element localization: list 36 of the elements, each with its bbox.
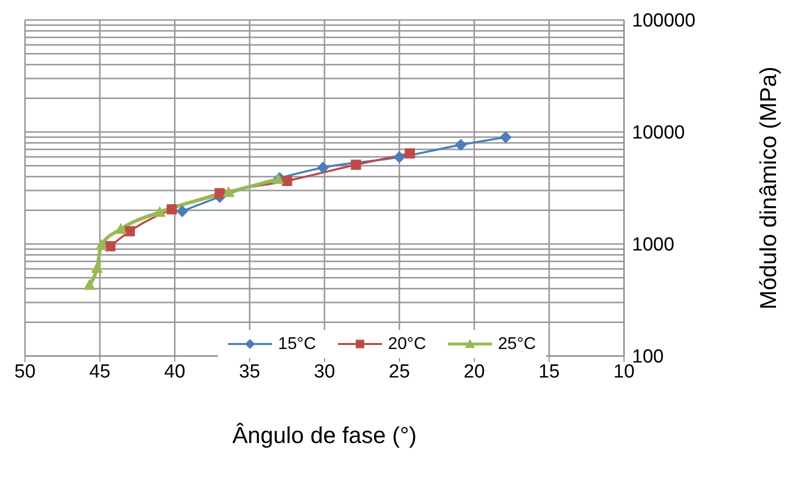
point	[114, 223, 127, 234]
point	[95, 238, 108, 250]
point	[454, 138, 467, 151]
x-tick-label: 25	[388, 361, 410, 382]
point	[222, 186, 235, 198]
x-tick-label: 35	[239, 361, 260, 382]
point	[154, 206, 166, 217]
legend-label: 25°C	[496, 334, 536, 354]
x-tick-label: 10	[613, 361, 635, 382]
x-tick-label: 50	[14, 361, 36, 382]
point	[166, 204, 177, 214]
point	[282, 176, 292, 186]
point	[404, 148, 415, 159]
point	[90, 262, 103, 273]
point	[176, 205, 188, 218]
point	[83, 279, 96, 290]
point	[500, 131, 512, 144]
point	[350, 160, 362, 170]
y-tick-label: 10000	[632, 122, 685, 144]
legend-label: 20°C	[386, 334, 426, 354]
point	[124, 226, 135, 236]
point	[317, 162, 330, 174]
legend-label: 15°C	[277, 334, 316, 354]
x-tick-label: 15	[538, 361, 560, 382]
x-axis-title: Ângulo de fase (°)	[232, 422, 417, 448]
point	[214, 188, 225, 198]
x-tick-label: 20	[464, 361, 485, 382]
x-tick-label: 30	[314, 361, 336, 382]
y-axis-title: Módulo dinâmico (MPa)	[755, 66, 782, 310]
x-tick-label: 40	[164, 361, 186, 382]
y-tick-label: 1000	[632, 234, 674, 256]
y-tick-label: 100000	[632, 10, 696, 32]
y-tick-label: 100	[632, 346, 664, 368]
point	[393, 151, 406, 164]
point	[105, 241, 116, 252]
x-tick-label: 45	[89, 361, 110, 382]
